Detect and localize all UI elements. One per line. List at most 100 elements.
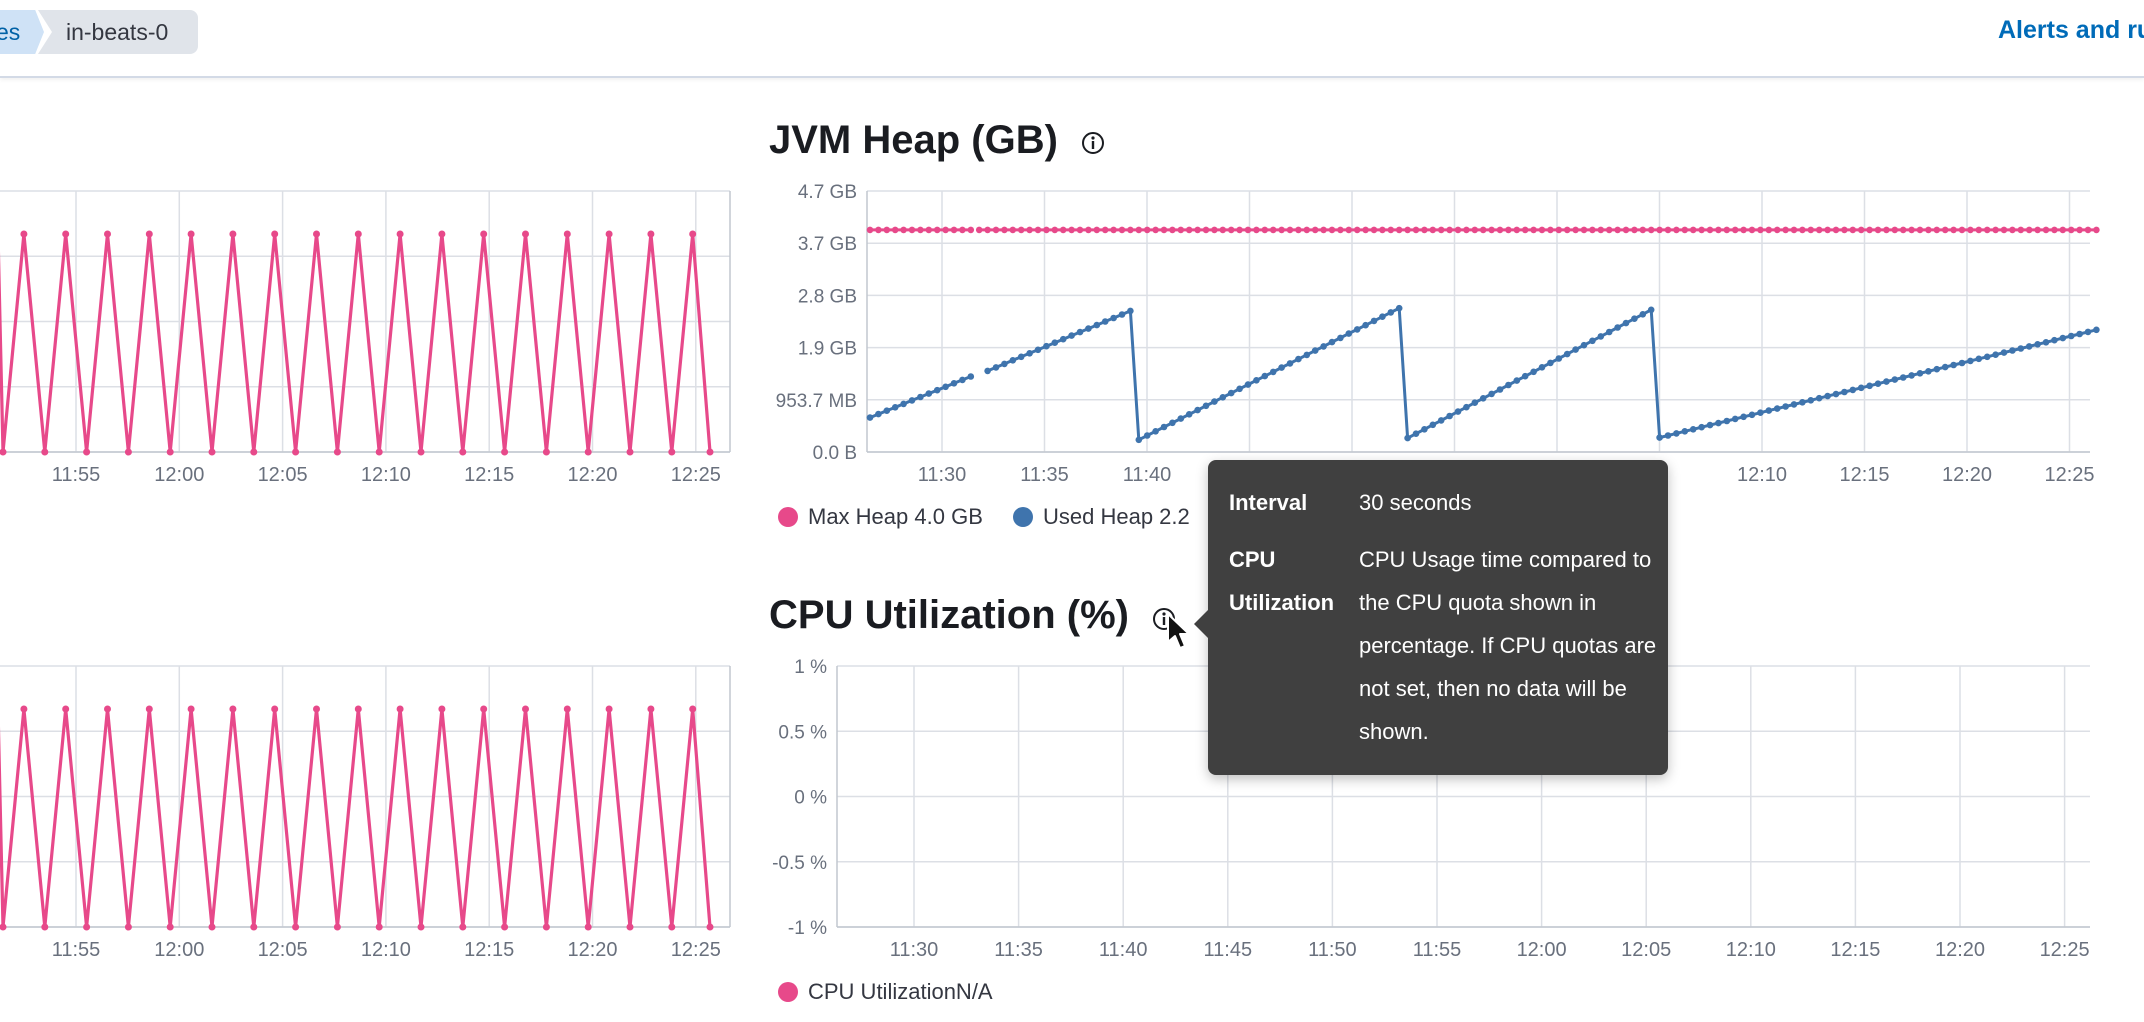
max-heap-point	[1404, 226, 1411, 234]
max-heap-point	[1731, 226, 1739, 234]
max-heap-point	[1941, 226, 1949, 234]
used-heap-point	[1908, 372, 1915, 379]
used-heap-point	[1353, 326, 1361, 333]
max-heap-point	[2084, 226, 2092, 234]
used-heap-point	[1143, 432, 1151, 439]
legend-item-cpu-utilization[interactable]: CPU UtilizationN/A	[778, 979, 993, 1004]
max-heap-point	[1001, 226, 1008, 234]
max-heap-point	[1547, 226, 1554, 234]
used-heap-point	[2051, 336, 2058, 344]
oscillating-point	[459, 448, 467, 456]
x-tick-label: 12:05	[258, 939, 308, 961]
oscillating-point	[689, 705, 697, 713]
max-heap-point	[1110, 226, 1117, 234]
used-heap-point	[1941, 363, 1949, 371]
max-heap-point	[1899, 226, 1907, 234]
used-heap-point	[1454, 408, 1462, 415]
max-heap-point	[1698, 226, 1705, 234]
legend-dot-max-heap	[778, 507, 798, 527]
left-top-chart: 11:55 12:00 12:05 12:10 12:15 12:20 12:25	[0, 190, 731, 486]
breadcrumb-previous-label[interactable]: es	[0, 19, 21, 45]
used-heap-point	[1832, 390, 1840, 398]
oscillating-line	[0, 233, 712, 453]
max-heap-point	[1471, 226, 1479, 234]
used-heap-point	[1303, 351, 1311, 359]
max-heap-point	[2017, 226, 2025, 234]
used-heap-point	[1227, 389, 1235, 397]
used-heap-point	[1311, 347, 1319, 354]
used-heap-point	[875, 410, 882, 418]
max-heap-point	[950, 226, 958, 234]
max-heap-point	[1983, 226, 1991, 234]
max-heap-point	[900, 226, 907, 234]
oscillating-point	[522, 230, 529, 238]
used-heap-point	[1673, 430, 1680, 437]
used-heap-point	[1059, 335, 1067, 343]
max-heap-point	[942, 226, 949, 234]
used-heap-point	[1723, 417, 1731, 425]
used-heap-point	[1622, 319, 1630, 327]
used-heap-point	[1572, 346, 1579, 353]
oscillating-point	[20, 230, 28, 238]
max-heap-point	[1807, 226, 1815, 234]
max-heap-point	[1513, 226, 1521, 234]
max-heap-point	[1068, 226, 1075, 234]
used-heap-point	[1194, 406, 1201, 414]
used-heap-point	[1093, 321, 1101, 329]
max-heap-point	[1454, 226, 1462, 234]
used-heap-point	[1051, 339, 1059, 346]
used-heap-point	[992, 364, 1000, 371]
max-heap-point	[1790, 226, 1798, 234]
max-heap-point	[2034, 226, 2041, 234]
used-heap-point	[1563, 350, 1571, 358]
used-heap-point	[1967, 357, 1974, 365]
max-heap-point	[1177, 226, 1185, 234]
oscillating-point	[668, 448, 676, 456]
max-heap-point	[1647, 226, 1655, 234]
oscillating-point	[563, 230, 571, 238]
max-heap-point	[1883, 226, 1890, 234]
max-heap-point	[1622, 226, 1630, 234]
max-heap-point	[1395, 226, 1403, 234]
max-heap-point	[1261, 226, 1269, 234]
used-heap-point	[1883, 378, 1890, 385]
used-heap-point	[2009, 347, 2016, 354]
left-bottom-chart: 11:55 12:00 12:05 12:10 12:15 12:20 12:25	[0, 665, 731, 961]
oscillating-point	[250, 923, 258, 931]
max-heap-point	[975, 226, 983, 234]
used-heap-point	[1236, 385, 1243, 393]
max-heap-point	[1236, 226, 1243, 234]
legend-item-used-heap[interactable]: Used Heap 2.2	[1013, 504, 1190, 529]
legend-item-max-heap[interactable]: Max Heap 4.0 GB	[778, 504, 989, 529]
used-heap-point	[959, 376, 966, 384]
used-heap-point	[933, 386, 941, 394]
used-heap-point	[1085, 325, 1092, 332]
y-tick-label: 3.7 GB	[798, 234, 857, 255]
legend-label-max-heap: Max Heap 4.0 GB	[808, 504, 983, 529]
used-heap-point	[866, 414, 874, 421]
max-heap-point	[1992, 226, 1999, 234]
max-heap-point	[1505, 226, 1512, 234]
oscillating-point	[104, 230, 111, 238]
x-tick-label: 11:40	[1099, 939, 1148, 961]
oscillating-point	[229, 705, 237, 713]
legend-label-used-heap: Used Heap 2.2	[1043, 504, 1190, 529]
max-heap-point	[1295, 226, 1302, 234]
max-heap-point	[1496, 226, 1504, 234]
max-heap-point	[1563, 226, 1571, 234]
alerts-and-rules-link[interactable]: Alerts and ru	[1998, 16, 2144, 44]
max-heap-point	[1479, 226, 1487, 234]
max-heap-point	[1530, 226, 1537, 234]
max-heap-point	[1967, 226, 1974, 234]
used-heap-point	[2059, 334, 2067, 342]
x-tick-label: 12:25	[2044, 464, 2094, 486]
max-heap-point	[1026, 226, 1033, 234]
max-heap-point	[2059, 226, 2067, 234]
oscillating-point	[292, 448, 300, 456]
x-tick-label: 12:20	[1935, 939, 1985, 961]
x-tick-label: 12:20	[1942, 464, 1992, 486]
oscillating-point	[229, 230, 237, 238]
max-heap-point	[1269, 226, 1277, 234]
info-icon[interactable]	[1080, 130, 1106, 156]
breadcrumb-previous[interactable]: es	[0, 10, 44, 54]
